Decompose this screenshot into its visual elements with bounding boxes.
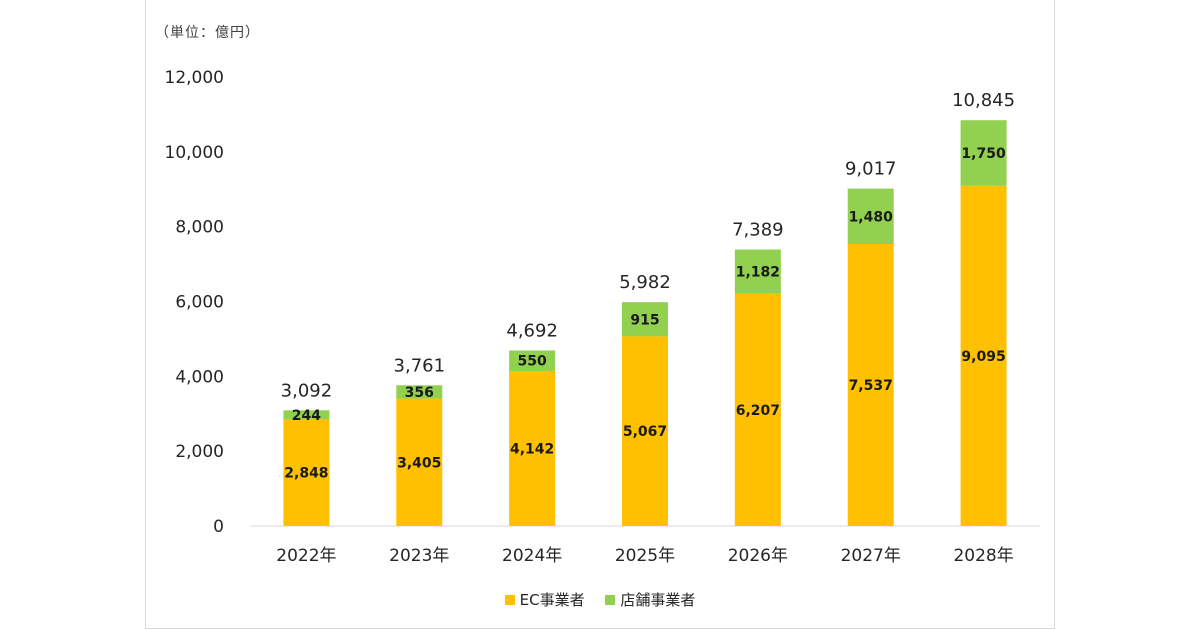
x-tick-label: 2026年 xyxy=(728,546,788,566)
x-tick-label: 2022年 xyxy=(276,546,336,566)
bar-segment-store xyxy=(396,385,443,399)
y-tick-label: 4,000 xyxy=(175,367,224,387)
legend-item-store: 店舗事業者 xyxy=(605,589,695,610)
x-tick-label: 2025年 xyxy=(615,546,675,566)
bar-segment-store xyxy=(734,249,781,294)
legend-swatch-store xyxy=(605,594,616,605)
bar-segment-store xyxy=(960,120,1007,186)
total-label: 5,982 xyxy=(619,272,671,293)
x-tick-label: 2027年 xyxy=(841,546,901,566)
bar-segment-store xyxy=(622,302,668,337)
bar-segment-store xyxy=(509,350,556,372)
unit-label: （単位：億円） xyxy=(155,25,260,41)
legend: EC事業者 店舗事業者 xyxy=(0,589,1200,610)
data-label-store: 1,750 xyxy=(961,146,1006,162)
data-label-store: 1,480 xyxy=(849,209,894,225)
x-tick-label: 2028年 xyxy=(953,546,1013,566)
bar-segment-ec xyxy=(622,336,668,526)
bar-segment-ec xyxy=(396,398,443,526)
data-label-ec: 9,095 xyxy=(961,349,1005,365)
data-label-ec: 4,142 xyxy=(510,442,554,458)
total-label: 3,761 xyxy=(394,355,446,376)
data-label-store: 915 xyxy=(630,312,659,328)
y-tick-label: 12,000 xyxy=(165,68,224,88)
bar-segment-ec xyxy=(509,371,556,526)
data-label-ec: 3,405 xyxy=(397,455,441,471)
data-label-store: 1,182 xyxy=(736,265,780,281)
bar-segment-ec xyxy=(283,419,330,526)
bar-segment-ec xyxy=(847,243,894,526)
y-tick-label: 8,000 xyxy=(175,218,224,238)
data-label-store: 244 xyxy=(292,408,321,424)
data-label-store: 550 xyxy=(518,354,547,370)
total-label: 9,017 xyxy=(845,159,897,180)
data-label-ec: 6,207 xyxy=(736,403,780,419)
data-label-ec: 7,537 xyxy=(849,378,893,394)
total-label: 3,092 xyxy=(281,380,333,401)
y-tick-label: 2,000 xyxy=(175,442,224,462)
y-tick-label: 6,000 xyxy=(175,293,224,313)
data-label-ec: 2,848 xyxy=(284,466,328,482)
x-tick-label: 2024年 xyxy=(502,546,562,566)
total-label: 10,845 xyxy=(952,90,1015,111)
legend-item-ec: EC事業者 xyxy=(504,589,585,610)
bar-segment-store xyxy=(283,410,330,420)
y-tick-label: 0 xyxy=(213,517,224,537)
legend-label-ec: EC事業者 xyxy=(519,591,585,609)
total-label: 7,389 xyxy=(732,220,784,241)
bar-segment-ec xyxy=(960,185,1007,526)
legend-swatch-ec xyxy=(504,594,515,605)
bar-segment-ec xyxy=(734,293,781,526)
x-tick-label: 2023年 xyxy=(389,546,449,566)
y-tick-label: 10,000 xyxy=(165,143,224,163)
total-label: 4,692 xyxy=(506,320,558,341)
chart-frame xyxy=(145,0,1055,629)
legend-label-store: 店舗事業者 xyxy=(620,591,696,609)
data-label-store: 356 xyxy=(405,385,434,401)
bar-segment-store xyxy=(847,188,894,244)
data-label-ec: 5,067 xyxy=(623,424,667,440)
